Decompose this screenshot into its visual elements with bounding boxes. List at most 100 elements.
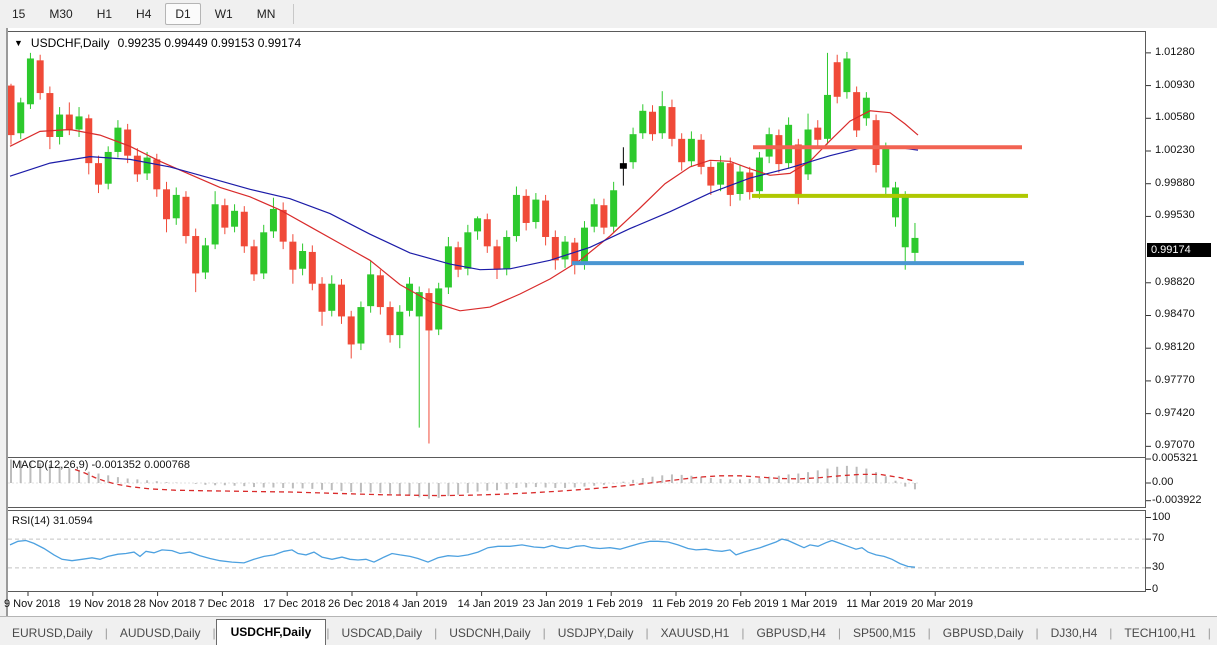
candle-body [406, 283, 414, 311]
candle-body [114, 127, 122, 152]
tab-separator: | [1207, 626, 1211, 640]
candle-body [532, 199, 540, 223]
price-tick-label: 0.99530 [1155, 209, 1195, 222]
chart-tab-tech100-h1[interactable]: TECH100,H1 [1124, 626, 1196, 640]
candle-body [357, 307, 365, 344]
macd-tick-label: 0.005321 [1152, 451, 1198, 464]
candle-body [833, 62, 841, 97]
rsi-line [9, 538, 916, 568]
candle-body [668, 107, 676, 139]
price-tick-label: 1.01280 [1155, 45, 1195, 58]
candle-body [250, 246, 258, 275]
price-tick-label: 1.00580 [1155, 111, 1195, 124]
date-tick-label: 9 Nov 2018 [4, 598, 61, 610]
candle-body [551, 236, 559, 261]
candle-body [474, 218, 482, 232]
price-tick-label: 0.98120 [1155, 341, 1195, 354]
candle-body [697, 139, 705, 167]
timeframe-button-mn[interactable]: MN [256, 7, 276, 21]
chart-tab-ui[interactable]: UI [1211, 621, 1217, 645]
chart-tab-xauusd-h1[interactable]: XAUUSD,H1 [660, 626, 730, 640]
candle-body [163, 189, 171, 220]
chart-tab-bar: EURUSD,Daily | AUDUSD,Daily | USDCHF,Daily | U… [0, 616, 1217, 645]
tab-separator: | [837, 626, 841, 640]
rsi-tick-label: 100 [1152, 510, 1171, 523]
rsi-tick-label: 70 [1152, 532, 1165, 545]
date-tick-label: 11 Mar 2019 [846, 598, 908, 610]
rsi-label: RSI(14) 31.0594 [12, 515, 93, 527]
date-tick-label: 4 Jan 2019 [392, 598, 448, 610]
price-tick-label: 0.97070 [1155, 439, 1195, 452]
candle-body [649, 111, 657, 135]
chart-area[interactable] [0, 28, 1217, 616]
candle-body [328, 283, 336, 311]
date-tick-label: 26 Dec 2018 [328, 598, 391, 610]
candle-body [561, 241, 569, 260]
candle-body [493, 246, 501, 270]
timeframe-button-h1[interactable]: H1 [96, 7, 113, 21]
chart-title: USDCHF,Daily [30, 36, 110, 50]
candle-body [386, 307, 394, 336]
date-tick-label: 19 Nov 2018 [68, 598, 132, 610]
macd-tick-label: 0.00 [1152, 476, 1174, 488]
chart-tab-usdcnh-daily[interactable]: USDCNH,Daily [449, 626, 531, 640]
candle-body [629, 134, 637, 163]
candle-body [435, 288, 443, 330]
timeframe-button-15[interactable]: 15 [12, 7, 26, 21]
date-tick-label: 7 Dec 2018 [198, 598, 255, 610]
candle-body [376, 275, 384, 308]
tab-separator: | [927, 626, 931, 640]
candle-body [36, 60, 44, 94]
candle-body [94, 163, 102, 185]
chart-tab-usdcad-daily[interactable]: USDCAD,Daily [341, 626, 423, 640]
date-tick-label: 1 Feb 2019 [587, 598, 643, 610]
candle-body [600, 205, 608, 228]
candle-body [299, 251, 307, 269]
chart-tab-usdjpy-daily[interactable]: USDJPY,Daily [557, 626, 634, 640]
candle-body [347, 316, 355, 345]
tab-separator: | [542, 626, 546, 640]
date-tick-label: 17 Dec 2018 [263, 598, 326, 610]
candle-body [182, 196, 190, 237]
candle-body [639, 110, 647, 134]
symbol-dropdown-icon[interactable]: ▼ [14, 37, 23, 48]
candle-body [503, 236, 511, 269]
chart-title-row: ▼ USDCHF,Daily 0.99235 0.99449 0.99153 0… [14, 36, 301, 50]
chart-tab-audusd-daily[interactable]: AUDUSD,Daily [119, 626, 201, 640]
candle-body [580, 227, 588, 265]
chart-tab-dj30-h4[interactable]: DJ30,H4 [1050, 626, 1098, 640]
candle-body [775, 135, 783, 165]
date-tick-label: 1 Mar 2019 [781, 598, 838, 610]
date-tick-label: 28 Nov 2018 [133, 598, 196, 610]
candle-body [231, 210, 239, 227]
candle-body [882, 148, 890, 188]
candle-body [823, 94, 831, 139]
chart-tab-eurusd-daily[interactable]: EURUSD,Daily [12, 626, 93, 640]
candle-body [133, 155, 141, 175]
timeframe-button-d1[interactable]: D1 [165, 3, 201, 25]
chart-tab-sp500-m15[interactable]: SP500,M15 [852, 626, 916, 640]
date-tick-label: 23 Jan 2019 [522, 598, 583, 610]
timeframe-toolbar: 15 M30 H1 H4 D1 W1 MN [0, 0, 1217, 29]
chart-tab-gbpusd-h4[interactable]: GBPUSD,H4 [756, 626, 826, 640]
candle-body [56, 114, 64, 137]
chart-tab-usdchf-daily[interactable]: USDCHF,Daily [215, 619, 327, 645]
candle-body [104, 151, 112, 184]
candle-body [17, 102, 25, 134]
date-tick-label: 14 Jan 2019 [457, 598, 519, 610]
candle-body [726, 163, 734, 195]
current-price-tag: 0.99174 [1147, 242, 1211, 257]
chart-tab-gbpusd-daily[interactable]: GBPUSD,Daily [942, 626, 1024, 640]
tab-separator: | [645, 626, 649, 640]
tab-separator: | [434, 626, 438, 640]
timeframe-button-w1[interactable]: W1 [214, 7, 233, 21]
candle-body [153, 159, 161, 190]
candle-body [590, 204, 598, 227]
timeframe-button-h4[interactable]: H4 [136, 7, 152, 21]
timeframe-button-m30[interactable]: M30 [49, 7, 73, 21]
candle-body [269, 208, 277, 232]
candle-body [444, 246, 452, 288]
candle-body [464, 232, 472, 269]
chart-canvas[interactable] [0, 28, 1217, 616]
